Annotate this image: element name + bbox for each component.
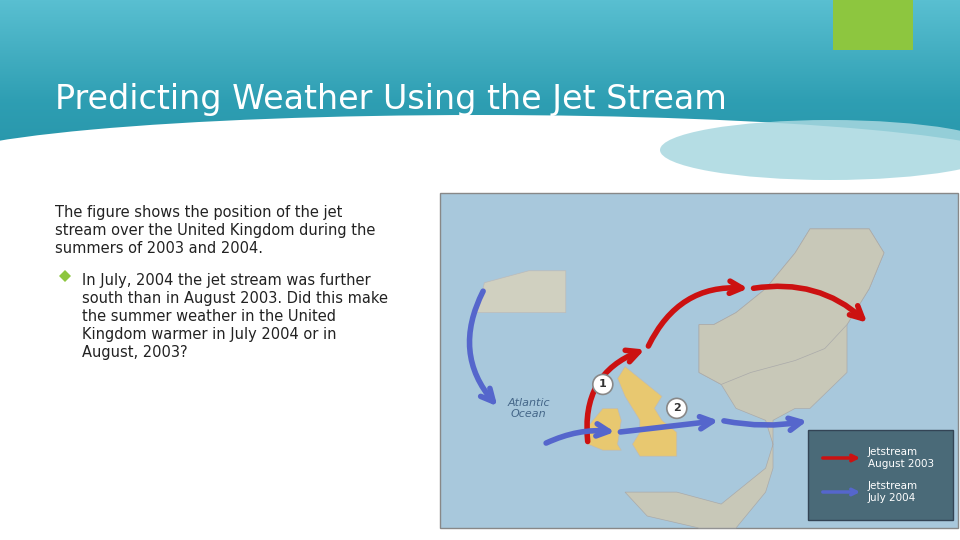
Bar	[440, 193, 958, 528]
Polygon shape	[477, 271, 565, 313]
Bar	[808, 430, 953, 520]
Ellipse shape	[660, 120, 960, 180]
Text: August, 2003?: August, 2003?	[82, 345, 187, 360]
Bar	[833, 0, 913, 50]
Text: Kingdom warmer in July 2004 or in: Kingdom warmer in July 2004 or in	[82, 327, 337, 342]
Text: Atlantic
Ocean: Atlantic Ocean	[508, 397, 550, 419]
Text: Predicting Weather Using the Jet Stream: Predicting Weather Using the Jet Stream	[55, 84, 727, 117]
Text: The figure shows the position of the jet: The figure shows the position of the jet	[55, 205, 343, 220]
Polygon shape	[699, 229, 884, 384]
Polygon shape	[617, 367, 677, 456]
Text: stream over the United Kingdom during the: stream over the United Kingdom during th…	[55, 223, 375, 238]
Polygon shape	[59, 270, 71, 282]
Text: the summer weather in the United: the summer weather in the United	[82, 309, 336, 324]
Text: 1: 1	[599, 380, 607, 389]
Text: In July, 2004 the jet stream was further: In July, 2004 the jet stream was further	[82, 273, 371, 288]
Text: south than in August 2003. Did this make: south than in August 2003. Did this make	[82, 291, 388, 306]
Text: Jetstream
July 2004: Jetstream July 2004	[868, 481, 918, 503]
Circle shape	[667, 399, 686, 418]
Text: summers of 2003 and 2004.: summers of 2003 and 2004.	[55, 241, 263, 256]
Polygon shape	[588, 408, 621, 450]
Ellipse shape	[0, 115, 960, 215]
Circle shape	[592, 374, 612, 394]
Text: Jetstream
August 2003: Jetstream August 2003	[868, 447, 934, 469]
Text: 2: 2	[673, 403, 681, 413]
Polygon shape	[625, 229, 884, 528]
